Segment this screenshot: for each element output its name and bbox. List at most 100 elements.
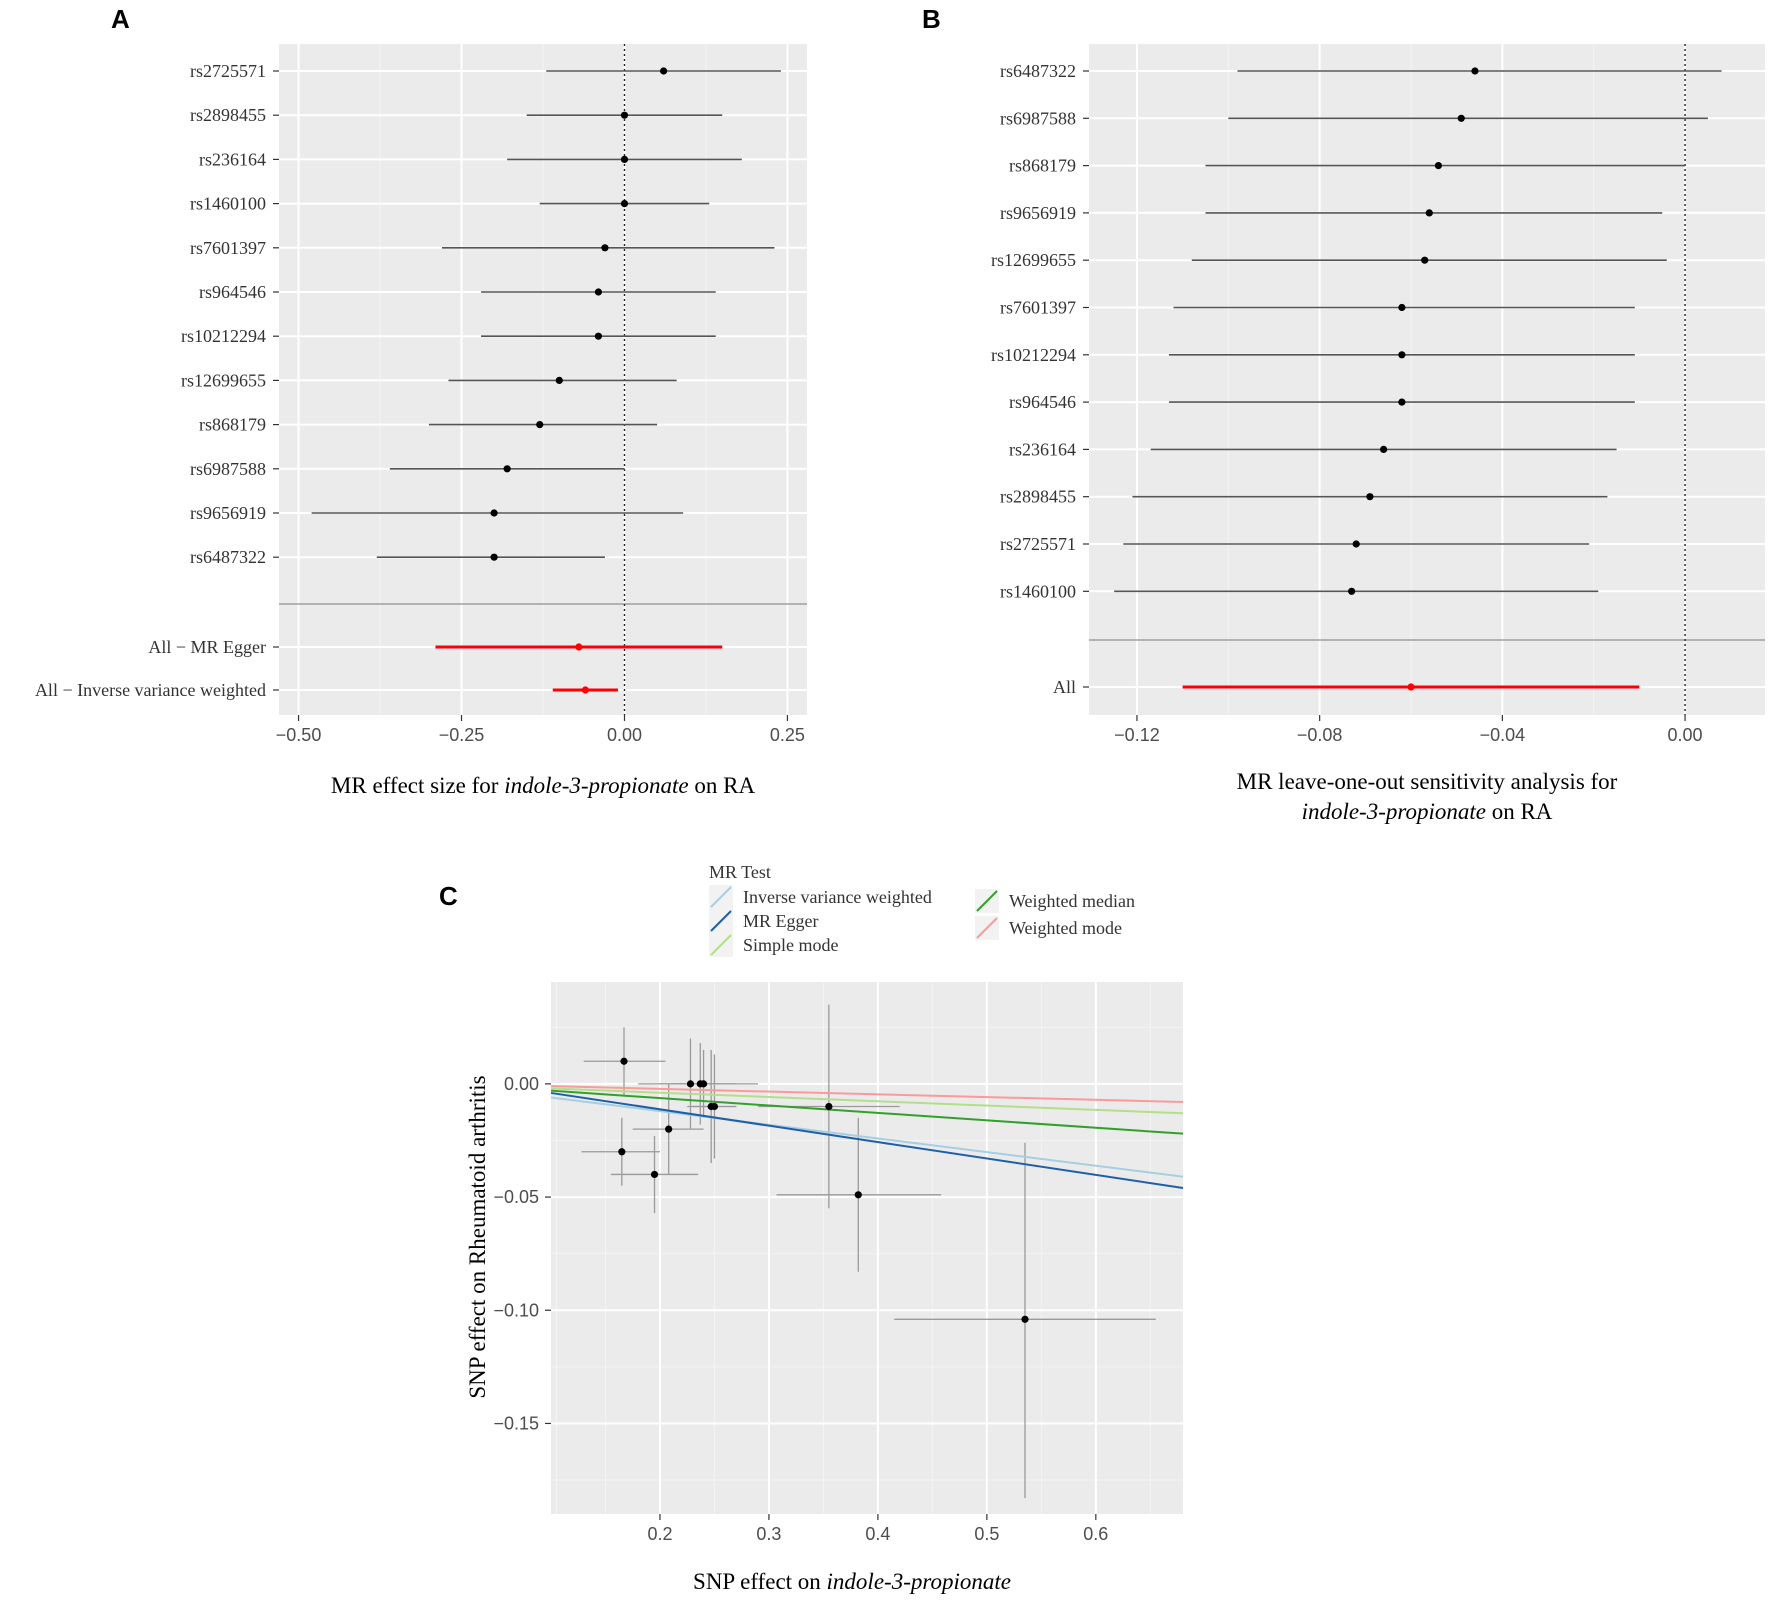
b-snp-label: rs1460100 bbox=[1000, 581, 1076, 601]
b-snp-label: rs9656919 bbox=[1000, 203, 1076, 223]
c-data-point bbox=[620, 1057, 628, 1065]
legend-key-line bbox=[976, 917, 998, 939]
a-snp-label: rs6487322 bbox=[190, 547, 266, 567]
panel-a-title-prefix: MR effect size for bbox=[331, 773, 504, 798]
c-y-tick-label: −0.10 bbox=[493, 1300, 539, 1320]
a-snp-point bbox=[490, 553, 498, 561]
a-snp-label: rs2725571 bbox=[190, 61, 266, 81]
b-snp-label: rs964546 bbox=[1009, 392, 1076, 412]
c-line-mr-egger bbox=[550, 1091, 1184, 1189]
panel-a-title-exposure: indole-3-propionate bbox=[504, 773, 688, 798]
b-snp-point bbox=[1471, 67, 1479, 75]
c-y-tick-label: −0.05 bbox=[493, 1187, 539, 1207]
a-snp-point bbox=[620, 200, 629, 208]
c-data-point bbox=[650, 1170, 659, 1179]
panel-label-b: B bbox=[922, 4, 941, 34]
panel-c-xlabel-prefix: SNP effect on bbox=[693, 1569, 827, 1594]
c-line-inverse-variance-weighted bbox=[550, 1096, 1184, 1178]
b-x-tick-label: −0.08 bbox=[1297, 725, 1343, 745]
a-snp-point bbox=[659, 67, 668, 75]
a-summary-point bbox=[575, 643, 583, 651]
a-snp-label: rs868179 bbox=[199, 415, 266, 435]
b-x-tick-label: −0.12 bbox=[1114, 725, 1160, 745]
c-data-point bbox=[1021, 1315, 1029, 1323]
legend-key-line bbox=[710, 934, 732, 956]
b-summary-label: All bbox=[1053, 677, 1076, 697]
c-y-tick-label: −0.15 bbox=[493, 1413, 539, 1433]
panel-c-x-axis-title: SNP effect on indole-3-propionate bbox=[693, 1569, 1011, 1594]
b-snp-point bbox=[1398, 303, 1406, 312]
panel-label-c: C bbox=[439, 881, 458, 911]
c-x-tick-label: 0.3 bbox=[756, 1524, 781, 1544]
a-snp-point bbox=[601, 244, 609, 252]
panel-label-a: A bbox=[111, 4, 130, 34]
c-x-tick-label: 0.4 bbox=[865, 1524, 890, 1544]
a-x-tick-label: −0.50 bbox=[276, 725, 322, 745]
a-snp-label: rs6987588 bbox=[190, 459, 266, 479]
b-snp-label: rs2725571 bbox=[1000, 534, 1076, 554]
legend-label: Simple mode bbox=[743, 935, 839, 955]
legend-key-line bbox=[976, 890, 998, 912]
panel-c: C MR Test Inverse variance weighted MR Eg… bbox=[439, 862, 1184, 1594]
b-snp-point bbox=[1457, 114, 1465, 122]
b-snp-point bbox=[1398, 398, 1406, 406]
b-snp-point bbox=[1425, 209, 1433, 217]
b-snp-label: rs236164 bbox=[1009, 439, 1076, 459]
b-snp-point bbox=[1366, 493, 1374, 501]
c-data-point bbox=[686, 1080, 695, 1088]
a-snp-point bbox=[503, 465, 511, 473]
c-x-tick-label: 0.6 bbox=[1083, 1524, 1108, 1544]
a-snp-label: rs1460100 bbox=[190, 194, 266, 214]
a-snp-label: rs12699655 bbox=[181, 370, 266, 390]
panel-b: B −0.12 −0.08 −0.04 0.00 rs6487322 rs6987588… bbox=[922, 4, 1765, 824]
b-snp-label: rs12699655 bbox=[991, 250, 1076, 270]
c-data-point bbox=[699, 1080, 708, 1088]
b-x-tick-label: 0.00 bbox=[1668, 725, 1703, 745]
panel-a: A −0.50 −0.25 0.00 0.25 rs2725571 rs2898455 r… bbox=[35, 4, 807, 798]
legend-label: Inverse variance weighted bbox=[743, 887, 932, 907]
a-snp-point bbox=[555, 376, 563, 384]
legend-label: Weighted mode bbox=[1009, 918, 1122, 938]
b-snp-label: rs868179 bbox=[1009, 156, 1076, 176]
a-x-tick-label: −0.25 bbox=[439, 725, 485, 745]
b-snp-label: rs6987588 bbox=[1000, 108, 1076, 128]
legend-label: Weighted median bbox=[1009, 891, 1135, 911]
panel-c-xlabel-exposure: indole-3-propionate bbox=[827, 1569, 1011, 1594]
a-summary-label: All − MR Egger bbox=[148, 637, 266, 657]
b-summary-point bbox=[1407, 683, 1415, 691]
a-snp-label: rs236164 bbox=[199, 149, 266, 169]
b-snp-label: rs2898455 bbox=[1000, 487, 1076, 507]
a-snp-label: rs9656919 bbox=[190, 503, 266, 523]
b-snp-point bbox=[1348, 587, 1356, 595]
c-data-point bbox=[665, 1125, 673, 1133]
legend-label: MR Egger bbox=[743, 911, 819, 931]
legend: Inverse variance weighted MR Egger Simple … bbox=[709, 885, 1135, 957]
legend-title: MR Test bbox=[709, 862, 771, 882]
c-x-tick-label: 0.5 bbox=[974, 1524, 999, 1544]
c-line-weighted-mode bbox=[550, 1085, 1184, 1103]
c-data-point bbox=[854, 1191, 862, 1199]
b-snp-label: rs6487322 bbox=[1000, 61, 1076, 81]
a-snp-point bbox=[490, 509, 498, 517]
c-x-tick-label: 0.2 bbox=[647, 1524, 672, 1544]
panel-b-plot-background bbox=[1089, 44, 1765, 715]
a-summary-label: All − Inverse variance weighted bbox=[35, 680, 266, 700]
b-x-tick-label: −0.04 bbox=[1480, 725, 1526, 745]
a-x-tick-label: 0.00 bbox=[607, 725, 642, 745]
panel-c-plot-background bbox=[551, 982, 1183, 1514]
panel-b-title-suffix: on RA bbox=[1486, 799, 1553, 824]
c-line-weighted-median bbox=[550, 1089, 1184, 1135]
c-data-point bbox=[710, 1102, 719, 1111]
b-snp-label: rs10212294 bbox=[991, 345, 1076, 365]
panel-c-y-axis-title: SNP effect on Rheumatoid arthritis bbox=[465, 1075, 490, 1398]
c-y-tick-label: 0.00 bbox=[504, 1074, 539, 1094]
a-snp-label: rs964546 bbox=[199, 282, 266, 302]
a-snp-label: rs10212294 bbox=[181, 326, 266, 346]
legend-key-line bbox=[710, 886, 732, 908]
b-snp-point bbox=[1434, 162, 1443, 170]
legend-key-line bbox=[710, 910, 732, 932]
a-snp-label: rs7601397 bbox=[190, 238, 266, 258]
a-summary-point bbox=[581, 686, 589, 694]
a-x-tick-label: 0.25 bbox=[770, 725, 805, 745]
